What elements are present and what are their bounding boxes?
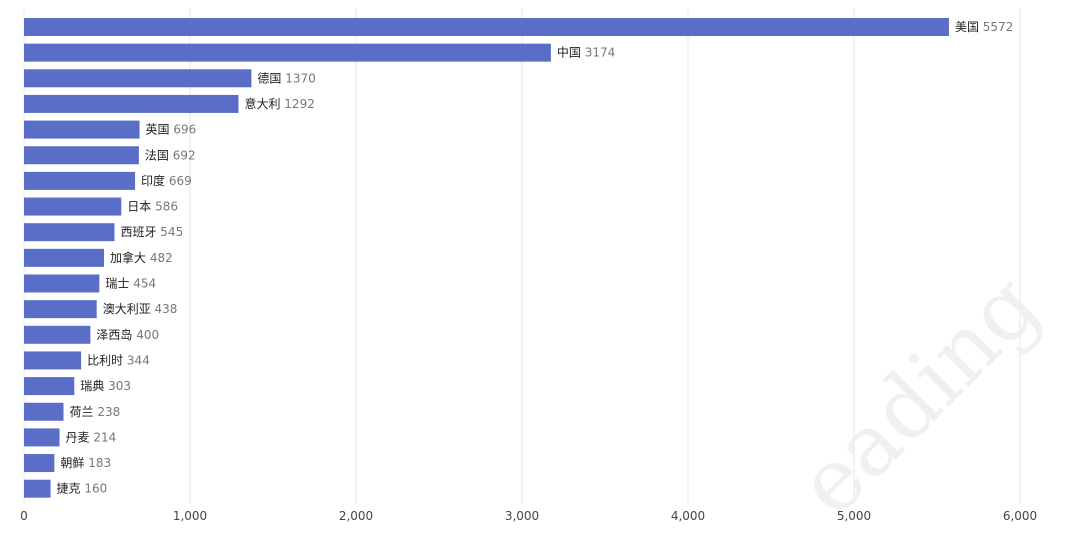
bar	[24, 479, 51, 498]
bar-label: 西班牙 545	[120, 225, 183, 239]
bar-label: 英国 696	[146, 123, 197, 137]
bar-category-label: 澳大利亚	[103, 302, 151, 316]
x-axis-tick-label: 5,000	[837, 509, 871, 523]
x-axis-tick-label: 3,000	[505, 509, 539, 523]
bar	[24, 223, 115, 242]
grid-lines	[23, 8, 1021, 504]
bar-category-label: 中国	[557, 45, 581, 60]
bar	[24, 428, 60, 447]
bar-category-label: 泽西岛	[96, 327, 132, 342]
bar-value-label: 238	[94, 405, 121, 419]
bar	[24, 69, 252, 88]
bar-value-label: 696	[170, 123, 197, 137]
bar	[24, 146, 139, 165]
bar-category-label: 英国	[146, 123, 170, 137]
bar-value-label: 545	[156, 225, 183, 239]
bar-value-label: 1292	[280, 97, 314, 111]
bar-category-label: 瑞士	[105, 277, 129, 291]
bar-label: 比利时 344	[87, 353, 150, 367]
bar-category-label: 朝鲜	[60, 456, 84, 470]
bar-category-label: 加拿大	[110, 250, 146, 265]
bar-value-label: 344	[123, 353, 150, 367]
bar	[24, 248, 105, 267]
bar-label: 丹麦 214	[66, 430, 117, 444]
bar	[24, 43, 551, 62]
x-axis-tick-label: 0	[20, 509, 28, 523]
bar-category-label: 比利时	[87, 353, 123, 367]
bar-label: 荷兰 238	[70, 405, 121, 419]
bar	[24, 325, 91, 344]
bar-category-label: 印度	[141, 173, 165, 188]
bar-value-label: 183	[84, 456, 111, 470]
bar-value-label: 692	[169, 148, 196, 162]
x-axis: 0 1,000 2,000 3,000 4,000 5,000 6,000	[20, 509, 1037, 523]
bar	[24, 300, 97, 319]
bar-category-label: 瑞典	[80, 379, 104, 393]
bar	[24, 197, 122, 216]
bar-label: 瑞典 303	[80, 379, 131, 393]
bar-category-label: 荷兰	[70, 405, 94, 419]
bar-category-label: 意大利	[244, 96, 280, 111]
bar-label: 印度 669	[141, 173, 192, 188]
bar-label: 泽西岛 400	[96, 327, 159, 342]
x-axis-tick-label: 1,000	[173, 509, 207, 523]
bar	[24, 94, 239, 113]
bar-label: 捷克 160	[57, 482, 108, 496]
bar-label: 朝鲜 183	[60, 456, 111, 470]
bar-label: 瑞士 454	[105, 277, 156, 291]
bar	[24, 171, 136, 190]
bar	[24, 377, 75, 396]
bar	[24, 274, 100, 293]
bar-category-label: 西班牙	[120, 225, 156, 239]
bar-value-label: 438	[151, 302, 178, 316]
bar-category-label: 捷克	[57, 482, 81, 496]
x-axis-tick-label: 2,000	[339, 509, 373, 523]
bar-value-label: 454	[129, 277, 156, 291]
x-axis-tick-label: 6,000	[1003, 509, 1037, 523]
bar-label: 美国 5572	[955, 20, 1013, 34]
x-axis-tick-label: 4,000	[671, 509, 705, 523]
bar-label: 法国 692	[145, 148, 196, 162]
bar-label: 中国 3174	[557, 45, 615, 60]
bar-value-label: 3174	[581, 46, 615, 60]
bar-category-label: 日本	[127, 200, 151, 214]
bar-value-label: 482	[146, 251, 173, 265]
bar	[24, 454, 55, 473]
bar-category-label: 德国	[257, 70, 281, 85]
bar-label: 德国 1370	[257, 70, 315, 85]
bar	[24, 402, 64, 421]
bar-value-label: 160	[81, 482, 108, 496]
bar	[24, 18, 949, 36]
bar-value-label: 586	[151, 200, 178, 214]
bar-value-label: 303	[104, 379, 131, 393]
bar-label: 意大利 1292	[244, 96, 314, 111]
bar-label: 加拿大 482	[110, 250, 173, 265]
watermark: eading	[779, 255, 1058, 534]
bar-value-label: 669	[165, 174, 192, 188]
bar	[24, 351, 82, 370]
bar-value-label: 400	[132, 328, 159, 342]
bar	[24, 120, 140, 139]
bar-value-label: 214	[90, 430, 117, 444]
bar-label: 澳大利亚 438	[103, 302, 178, 316]
bar-category-label: 丹麦	[66, 430, 90, 444]
bar-category-label: 美国	[955, 20, 979, 34]
bar-value-label: 1370	[281, 71, 315, 85]
bar-value-label: 5572	[979, 20, 1013, 34]
bar-label: 日本 586	[127, 200, 178, 214]
bar-category-label: 法国	[145, 148, 169, 162]
